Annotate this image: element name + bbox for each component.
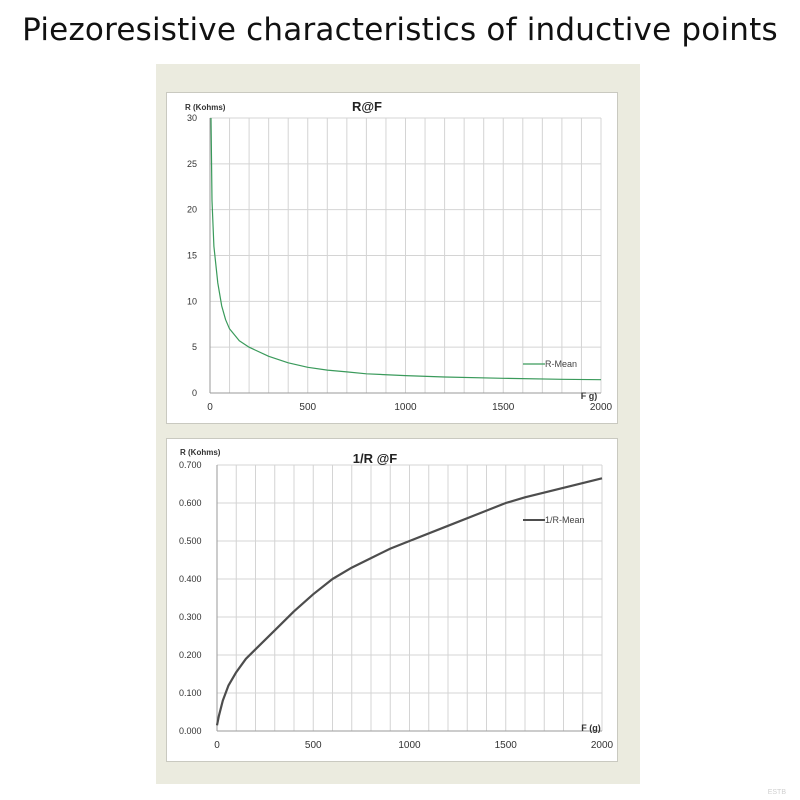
y-tick-label: 20 <box>187 205 197 215</box>
x-tick-label: 0 <box>207 402 213 413</box>
watermark: ESTB <box>767 789 786 796</box>
y-tick-label: 0 <box>192 388 197 398</box>
y-tick-label: 0.300 <box>179 612 202 622</box>
x-tick-label: 500 <box>305 740 322 751</box>
page-title: Piezoresistive characteristics of induct… <box>22 12 778 48</box>
y-tick-label: 25 <box>187 159 197 169</box>
y-tick-label: 0.600 <box>179 498 202 508</box>
chart-inverse-r-at-f: 0.000 0.100 0.200 0.300 0.400 0.500 0.600 0.700… <box>179 448 614 751</box>
y-tick-label: 15 <box>187 251 197 261</box>
chart-title: 1/R @F <box>353 451 398 466</box>
y-axis-label: R (Kohms) <box>180 448 221 457</box>
y-tick-label: 0.000 <box>179 726 202 736</box>
x-tick-label: 500 <box>299 402 316 413</box>
legend-label: R-Mean <box>545 359 577 369</box>
x-tick-label: 2000 <box>591 740 614 751</box>
x-axis-label: F g) <box>581 391 598 401</box>
legend-label: 1/R-Mean <box>545 515 585 525</box>
chart-r-at-f: 0 5 10 15 20 25 30 0 500 1000 1500 2000 R (Kohms) F g… <box>185 99 613 413</box>
y-tick-label: 0.100 <box>179 688 202 698</box>
x-tick-label: 2000 <box>590 402 613 413</box>
x-tick-label: 1000 <box>398 740 421 751</box>
y-axis-label: R (Kohms) <box>185 103 226 112</box>
y-tick-label: 0.500 <box>179 536 202 546</box>
x-tick-label: 1000 <box>394 402 417 413</box>
y-tick-label: 0.200 <box>179 650 202 660</box>
y-tick-label: 0.700 <box>179 460 202 470</box>
y-tick-label: 5 <box>192 342 197 352</box>
x-axis-label: F (g) <box>581 723 601 733</box>
y-tick-label: 10 <box>187 296 197 306</box>
x-tick-label: 1500 <box>492 402 515 413</box>
x-tick-label: 1500 <box>495 740 518 751</box>
y-tick-label: 0.400 <box>179 574 202 584</box>
chart-panel-inverse-r-at-f: 0.000 0.100 0.200 0.300 0.400 0.500 0.600 0.700… <box>166 438 618 762</box>
chart-panel-r-at-f: 0 5 10 15 20 25 30 0 500 1000 1500 2000 R (Kohms) F g… <box>166 92 618 424</box>
series-line <box>210 117 602 381</box>
chart-title: R@F <box>352 99 382 114</box>
y-tick-label: 30 <box>187 113 197 123</box>
x-tick-label: 0 <box>214 740 220 751</box>
